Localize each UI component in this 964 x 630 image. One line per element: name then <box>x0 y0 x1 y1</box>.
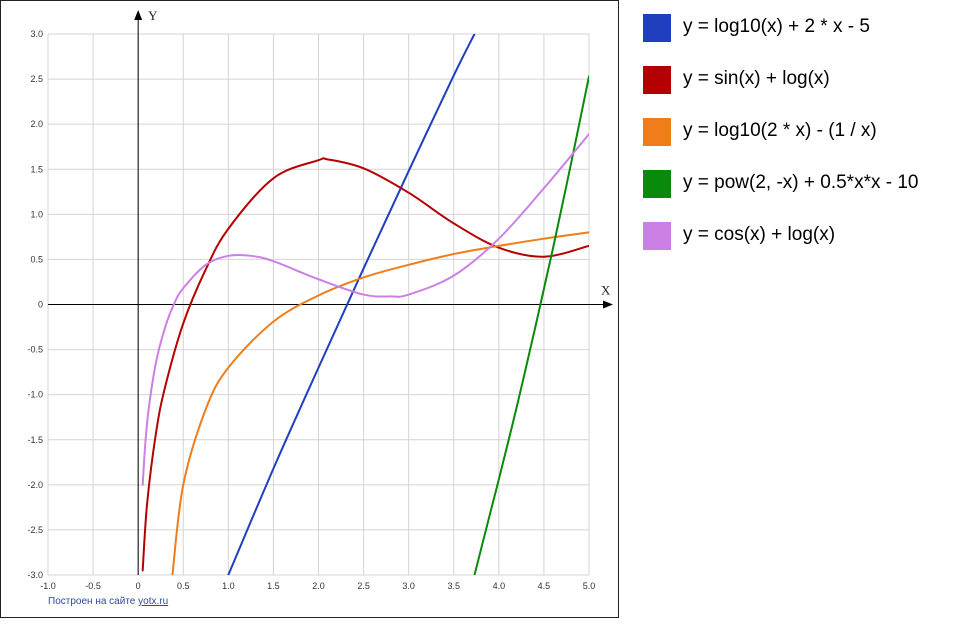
x-tick-label: 1.0 <box>222 581 235 591</box>
y-tick-label: 0 <box>38 300 43 310</box>
chart: -1.0 -0.5 0 0.5 1.0 1.5 2.0 2.5 3.0 3.5 4.0 4.5 5.0 3… <box>27 8 613 591</box>
y-tick-label: -0.5 <box>27 345 43 355</box>
x-tick-label: 3.5 <box>447 581 460 591</box>
y-tick-label: -3.0 <box>27 570 43 580</box>
y-tick-label: -1.0 <box>27 390 43 400</box>
y-tick-label: 0.5 <box>30 254 43 264</box>
x-tick-label: 5.0 <box>583 581 596 591</box>
legend-label: y = log10(x) + 2 * x - 5 <box>683 16 870 37</box>
legend-item: y = pow(2, -x) + 0.5*x*x - 10 <box>643 170 958 222</box>
x-tick-label: 3.0 <box>402 581 415 591</box>
x-tick-label: 0.5 <box>177 581 190 591</box>
legend: y = log10(x) + 2 * x - 5 y = sin(x) + log… <box>643 14 958 274</box>
legend-item: y = log10(2 * x) - (1 / x) <box>643 118 958 170</box>
y-tick-label: 3.0 <box>30 29 43 39</box>
legend-swatch <box>643 66 671 94</box>
x-tick-label: 1.5 <box>267 581 280 591</box>
y-axis-label: Y <box>148 8 158 23</box>
x-tick-label: 2.5 <box>357 581 370 591</box>
y-tick-label: 1.5 <box>30 164 43 174</box>
footer-link[interactable]: yotx.ru <box>138 596 169 607</box>
footer-text: Построен на сайте <box>48 596 136 607</box>
series-line-1 <box>227 34 476 575</box>
legend-label: y = sin(x) + log(x) <box>683 68 830 89</box>
legend-swatch <box>643 222 671 250</box>
series-line-4 <box>473 75 589 575</box>
x-axis-label: X <box>601 283 611 298</box>
y-tick-label: -1.5 <box>27 435 43 445</box>
legend-item: y = cos(x) + log(x) <box>643 222 958 274</box>
legend-label: y = log10(2 * x) - (1 / x) <box>683 120 877 141</box>
y-tick-label: -2.0 <box>27 480 43 490</box>
x-tick-label: 2.0 <box>312 581 325 591</box>
series-line-2 <box>141 157 589 572</box>
legend-label: y = cos(x) + log(x) <box>683 224 836 245</box>
series-lines <box>141 34 589 575</box>
tick-labels: -1.0 -0.5 0 0.5 1.0 1.5 2.0 2.5 3.0 3.5 4.0 4.5 5.0 3… <box>27 29 595 591</box>
series-line-3 <box>171 231 589 575</box>
legend-label: y = pow(2, -x) + 0.5*x*x - 10 <box>683 172 919 193</box>
x-tick-label: 4.5 <box>538 581 551 591</box>
footer: Построен на сайте yotx.ru <box>48 596 168 607</box>
y-tick-label: -2.5 <box>27 525 43 535</box>
x-tick-label: -0.5 <box>85 581 101 591</box>
legend-swatch <box>643 170 671 198</box>
axes <box>48 10 613 575</box>
x-axis-arrow <box>603 300 613 309</box>
series-line-5 <box>141 133 589 486</box>
plot-area <box>0 0 619 618</box>
y-axis-arrow <box>134 10 143 20</box>
legend-swatch <box>643 118 671 146</box>
x-tick-label: 4.0 <box>493 581 506 591</box>
legend-item: y = log10(x) + 2 * x - 5 <box>643 14 958 66</box>
y-tick-label: 1.0 <box>30 209 43 219</box>
legend-swatch <box>643 14 671 42</box>
y-tick-label: 2.5 <box>30 74 43 84</box>
x-tick-label: 0 <box>136 581 141 591</box>
legend-item: y = sin(x) + log(x) <box>643 66 958 118</box>
x-tick-label: -1.0 <box>40 581 56 591</box>
y-tick-label: 2.0 <box>30 119 43 129</box>
